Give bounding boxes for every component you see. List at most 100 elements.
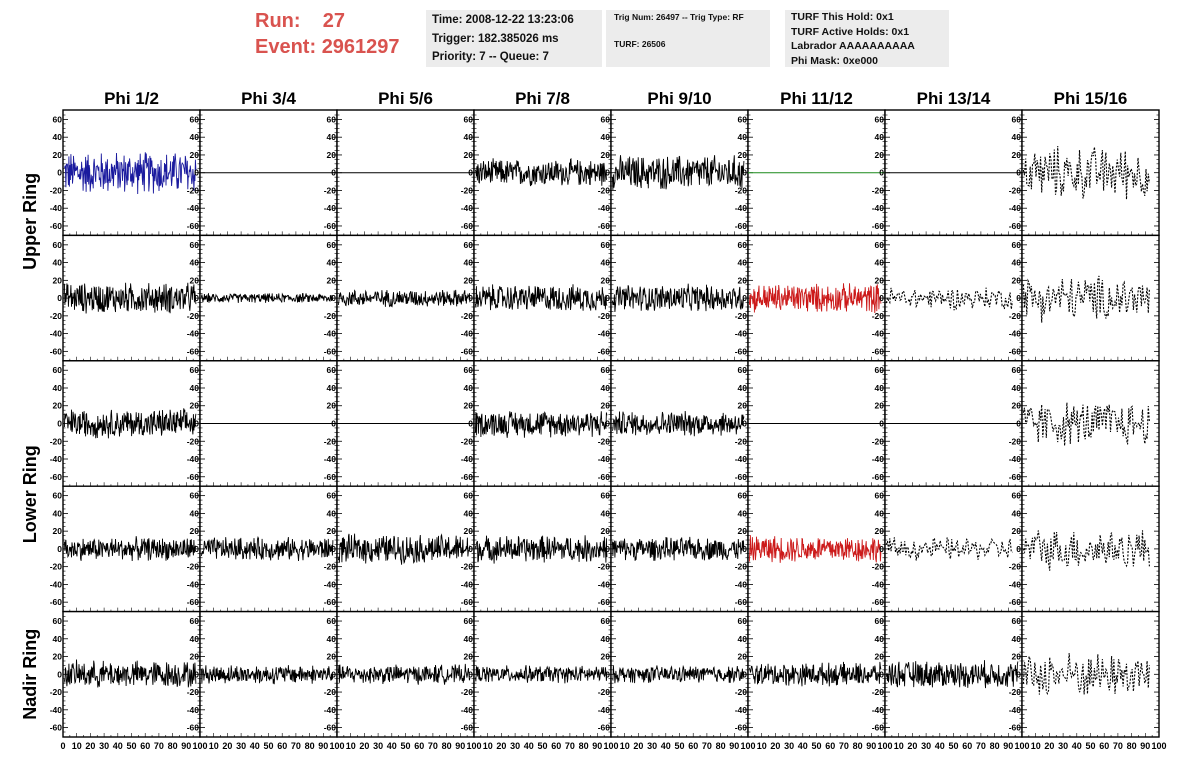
- y-tick-label: -20: [187, 311, 200, 321]
- x-tick-label: 100: [192, 741, 207, 751]
- x-tick-label: 60: [1099, 741, 1109, 751]
- y-tick-label: 20: [875, 150, 885, 160]
- y-tick-label: -40: [735, 329, 748, 339]
- y-tick-label: -60: [598, 346, 611, 356]
- waveform-trace: [748, 283, 882, 314]
- x-tick-label: 30: [373, 741, 383, 751]
- y-tick-label: 0: [468, 669, 473, 679]
- y-tick-label: -20: [461, 562, 474, 572]
- y-tick-label: -60: [187, 346, 200, 356]
- run-value: 27: [322, 10, 346, 32]
- y-tick-label: -20: [598, 562, 611, 572]
- waveform-panel: -60 -40 -20 0 20 40 60: [187, 234, 338, 362]
- y-tick-label: -60: [598, 221, 611, 231]
- y-tick-label: -20: [735, 687, 748, 697]
- y-tick-label: 40: [875, 132, 885, 142]
- x-tick-label: 90: [455, 741, 465, 751]
- x-tick-label: 40: [250, 741, 260, 751]
- y-tick-label: 0: [742, 544, 747, 554]
- y-tick-label: -40: [1009, 579, 1022, 589]
- y-tick-label: -20: [735, 311, 748, 321]
- y-tick-label: -40: [324, 203, 337, 213]
- turf-hold-text: TURF This Hold: 0x1: [791, 11, 894, 23]
- y-tick-label: 40: [327, 258, 337, 268]
- waveform-panel: -60 -40 -20 0 20 40 60: [324, 610, 475, 738]
- y-tick-label: 40: [464, 258, 474, 268]
- y-tick-label: 0: [605, 168, 610, 178]
- y-tick-label: -40: [324, 705, 337, 715]
- waveform-panel: -60 -40 -20 0 20 40 60: [1009, 234, 1160, 362]
- y-tick-label: -40: [735, 705, 748, 715]
- waveform-trace: [337, 663, 471, 685]
- y-tick-label: 0: [331, 419, 336, 429]
- time-info-box: Time: 2008-12-22 13:23:06 Trigger: 182.3…: [426, 10, 602, 67]
- x-tick-label: 50: [811, 741, 821, 751]
- y-tick-label: -40: [187, 705, 200, 715]
- y-tick-label: 60: [1012, 365, 1022, 375]
- y-tick-label: 60: [875, 365, 885, 375]
- y-tick-label: 60: [601, 491, 611, 501]
- waveform-trace: [474, 665, 608, 684]
- ring-label: Nadir Ring: [20, 629, 40, 720]
- y-tick-label: -20: [324, 311, 337, 321]
- waveform-trace: [748, 535, 882, 563]
- y-tick-label: -20: [187, 562, 200, 572]
- y-tick-label: 60: [53, 365, 63, 375]
- x-tick-label: 30: [236, 741, 246, 751]
- y-tick-label: 20: [601, 526, 611, 536]
- waveform-panel: -60 -40 -20 0 20 40 60: [872, 109, 1023, 237]
- waveform-trace: [63, 659, 197, 688]
- y-tick-label: 40: [875, 508, 885, 518]
- y-tick-label: 20: [1012, 652, 1022, 662]
- y-tick-label: 60: [53, 616, 63, 626]
- y-tick-label: 40: [53, 508, 63, 518]
- y-tick-label: 0: [57, 669, 62, 679]
- x-tick-label: 100: [1014, 741, 1029, 751]
- column-title: Phi 1/2: [104, 89, 159, 108]
- x-tick-label: 40: [935, 741, 945, 751]
- y-tick-label: -60: [187, 221, 200, 231]
- waveform-panel: -60 -40 -20 0 20 40 60: [598, 610, 749, 738]
- y-tick-label: 20: [601, 652, 611, 662]
- y-tick-label: 0: [194, 293, 199, 303]
- y-tick-label: 20: [1012, 526, 1022, 536]
- y-tick-label: -40: [1009, 454, 1022, 464]
- y-tick-label: -40: [461, 705, 474, 715]
- y-tick-label: -20: [187, 687, 200, 697]
- waveform-panel: -60 -40 -20 0 20 40 60: [735, 485, 886, 613]
- x-tick-label: 70: [839, 741, 849, 751]
- y-tick-label: 60: [601, 616, 611, 626]
- y-tick-label: 0: [605, 293, 610, 303]
- y-tick-label: 20: [190, 150, 200, 160]
- y-tick-label: 0: [879, 168, 884, 178]
- y-tick-label: 40: [53, 132, 63, 142]
- y-tick-label: -60: [324, 221, 337, 231]
- y-tick-label: -60: [735, 723, 748, 733]
- waveform-trace: [748, 661, 882, 687]
- y-tick-label: -60: [324, 346, 337, 356]
- turf-num-text: TURF: 26506: [614, 39, 666, 49]
- y-tick-label: -60: [1009, 597, 1022, 607]
- y-tick-label: -60: [1009, 472, 1022, 482]
- y-tick-label: 40: [464, 508, 474, 518]
- trigger-text: Trigger: 182.385026 ms: [432, 32, 559, 45]
- y-tick-label: -60: [1009, 723, 1022, 733]
- column-title: Phi 11/12: [780, 89, 853, 108]
- waveform-trace: [1022, 653, 1150, 695]
- y-tick-label: 40: [190, 634, 200, 644]
- x-tick-label: 80: [853, 741, 863, 751]
- y-tick-label: 40: [738, 383, 748, 393]
- y-tick-label: -20: [324, 687, 337, 697]
- y-tick-label: -40: [735, 454, 748, 464]
- y-tick-label: -20: [598, 311, 611, 321]
- ring-label: Upper Ring: [20, 173, 40, 270]
- y-tick-label: 60: [53, 240, 63, 250]
- y-tick-label: 40: [1012, 132, 1022, 142]
- y-tick-label: -60: [872, 472, 885, 482]
- labrador-text: Labrador AAAAAAAAAA: [791, 40, 915, 52]
- y-tick-label: 60: [738, 114, 748, 124]
- x-tick-label: 50: [674, 741, 684, 751]
- y-tick-label: 0: [194, 168, 199, 178]
- waveform-trace: [474, 284, 608, 311]
- x-tick-label: 20: [222, 741, 232, 751]
